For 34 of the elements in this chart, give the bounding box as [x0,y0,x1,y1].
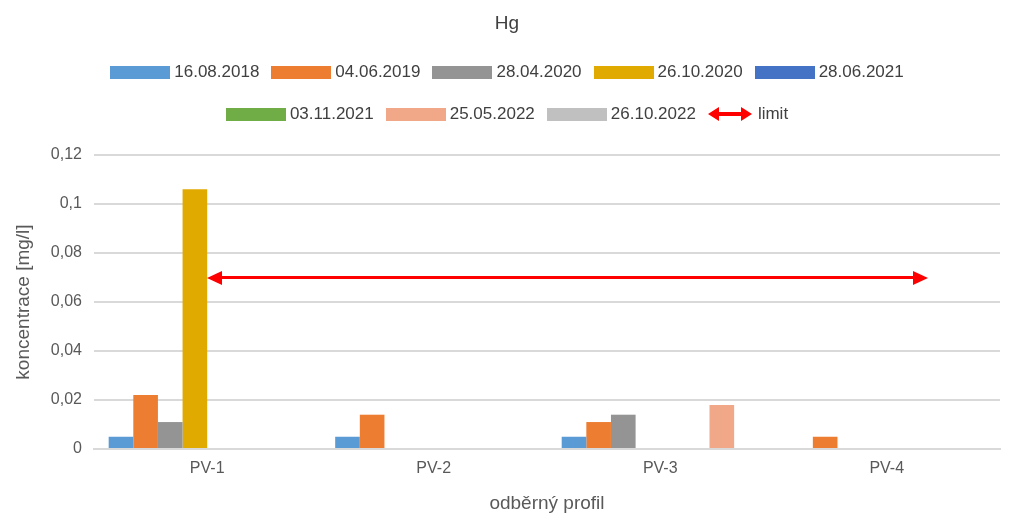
x-tick-label: PV-3 [642,459,678,477]
y-tick-label: 0,02 [50,390,83,408]
chart-title: Hg [493,12,521,34]
legend-label: 26.10.2022 [610,104,696,124]
legend-label: 25.05.2022 [449,104,535,124]
bar [586,422,611,448]
y-tick-label: 0,08 [50,243,83,261]
legend-label: 26.10.2020 [657,62,743,82]
bar [133,395,158,448]
bar [610,414,636,448]
bar [561,436,587,448]
x-tick-label: PV-1 [189,459,225,477]
bar [182,189,208,448]
y-tick-label: 0,04 [50,341,83,359]
y-axis-title: koncentrace [mg/l] [11,224,33,380]
x-tick-label: PV-2 [416,459,452,477]
y-tick-label: 0,06 [50,292,83,310]
bar [709,404,735,448]
y-tick-label: 0 [73,439,83,457]
legend-label: 16.08.2018 [174,62,260,82]
legend-label: 28.04.2020 [496,62,582,82]
legend-label: 28.06.2021 [818,62,904,82]
bar [157,422,183,448]
bar [108,436,134,448]
bar [359,414,385,448]
bar [335,436,360,448]
bar [812,436,838,448]
x-axis-title: odběrný profil [489,491,605,513]
legend-label: 04.06.2019 [335,62,421,82]
legend-label: limit [757,104,789,124]
y-tick-label: 0,12 [50,145,83,163]
y-tick-label: 0,1 [59,194,83,212]
legend-label: 03.11.2021 [289,104,374,124]
x-tick-label: PV-4 [869,459,905,477]
